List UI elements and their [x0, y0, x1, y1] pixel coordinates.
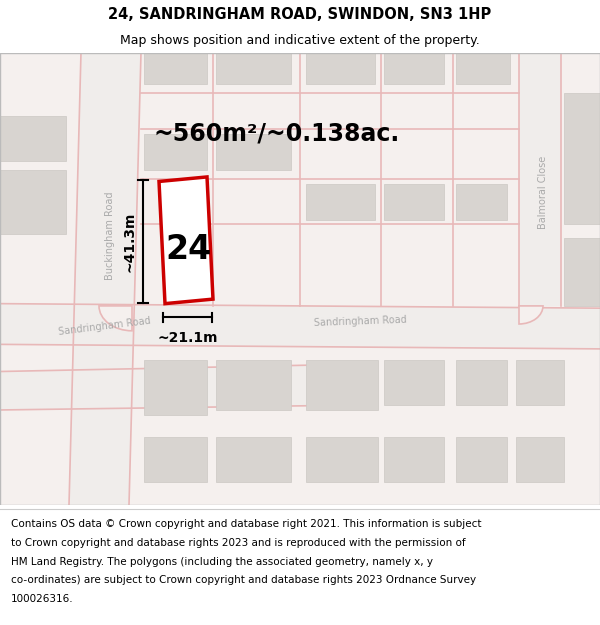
Bar: [306, 437, 378, 483]
Bar: [456, 437, 507, 483]
Polygon shape: [159, 177, 213, 304]
Text: Sandringham Road: Sandringham Road: [58, 316, 152, 337]
Polygon shape: [0, 365, 330, 410]
Bar: [144, 52, 207, 84]
Text: ~560m²/~0.138ac.: ~560m²/~0.138ac.: [153, 122, 399, 146]
Bar: [384, 52, 444, 84]
Text: 24: 24: [166, 233, 212, 266]
Bar: [144, 437, 207, 483]
Bar: [564, 238, 600, 306]
Text: Map shows position and indicative extent of the property.: Map shows position and indicative extent…: [120, 34, 480, 48]
Bar: [144, 360, 207, 414]
Text: Buckingham Road: Buckingham Road: [105, 191, 115, 280]
Bar: [144, 134, 207, 170]
Text: 24, SANDRINGHAM ROAD, SWINDON, SN3 1HP: 24, SANDRINGHAM ROAD, SWINDON, SN3 1HP: [109, 8, 491, 22]
Bar: [516, 360, 564, 406]
Bar: [384, 437, 444, 483]
Bar: [516, 437, 564, 483]
Text: to Crown copyright and database rights 2023 and is reproduced with the permissio: to Crown copyright and database rights 2…: [11, 538, 466, 548]
Bar: [306, 52, 375, 84]
Bar: [306, 360, 378, 410]
Bar: [384, 184, 444, 220]
Text: ~41.3m: ~41.3m: [122, 211, 137, 272]
Bar: [306, 184, 375, 220]
Bar: [564, 93, 600, 224]
Text: Balmoral Close: Balmoral Close: [538, 156, 548, 229]
Bar: [216, 134, 291, 170]
Polygon shape: [0, 304, 600, 349]
Bar: [216, 360, 291, 410]
Bar: [384, 360, 444, 406]
Text: 100026316.: 100026316.: [11, 594, 73, 604]
Bar: [456, 184, 507, 220]
Bar: [216, 437, 291, 483]
Bar: [216, 52, 291, 84]
Bar: [456, 52, 510, 84]
Text: Sandringham Road: Sandringham Road: [313, 315, 407, 328]
Wedge shape: [99, 306, 132, 331]
Text: ~21.1m: ~21.1m: [158, 331, 218, 345]
Bar: [0, 116, 66, 161]
Polygon shape: [69, 52, 141, 505]
Bar: [0, 170, 66, 234]
Bar: [519, 52, 561, 306]
Wedge shape: [519, 306, 543, 324]
Bar: [456, 360, 507, 406]
Text: co-ordinates) are subject to Crown copyright and database rights 2023 Ordnance S: co-ordinates) are subject to Crown copyr…: [11, 575, 476, 585]
Text: Contains OS data © Crown copyright and database right 2021. This information is : Contains OS data © Crown copyright and d…: [11, 519, 481, 529]
Text: HM Land Registry. The polygons (including the associated geometry, namely x, y: HM Land Registry. The polygons (includin…: [11, 557, 433, 567]
